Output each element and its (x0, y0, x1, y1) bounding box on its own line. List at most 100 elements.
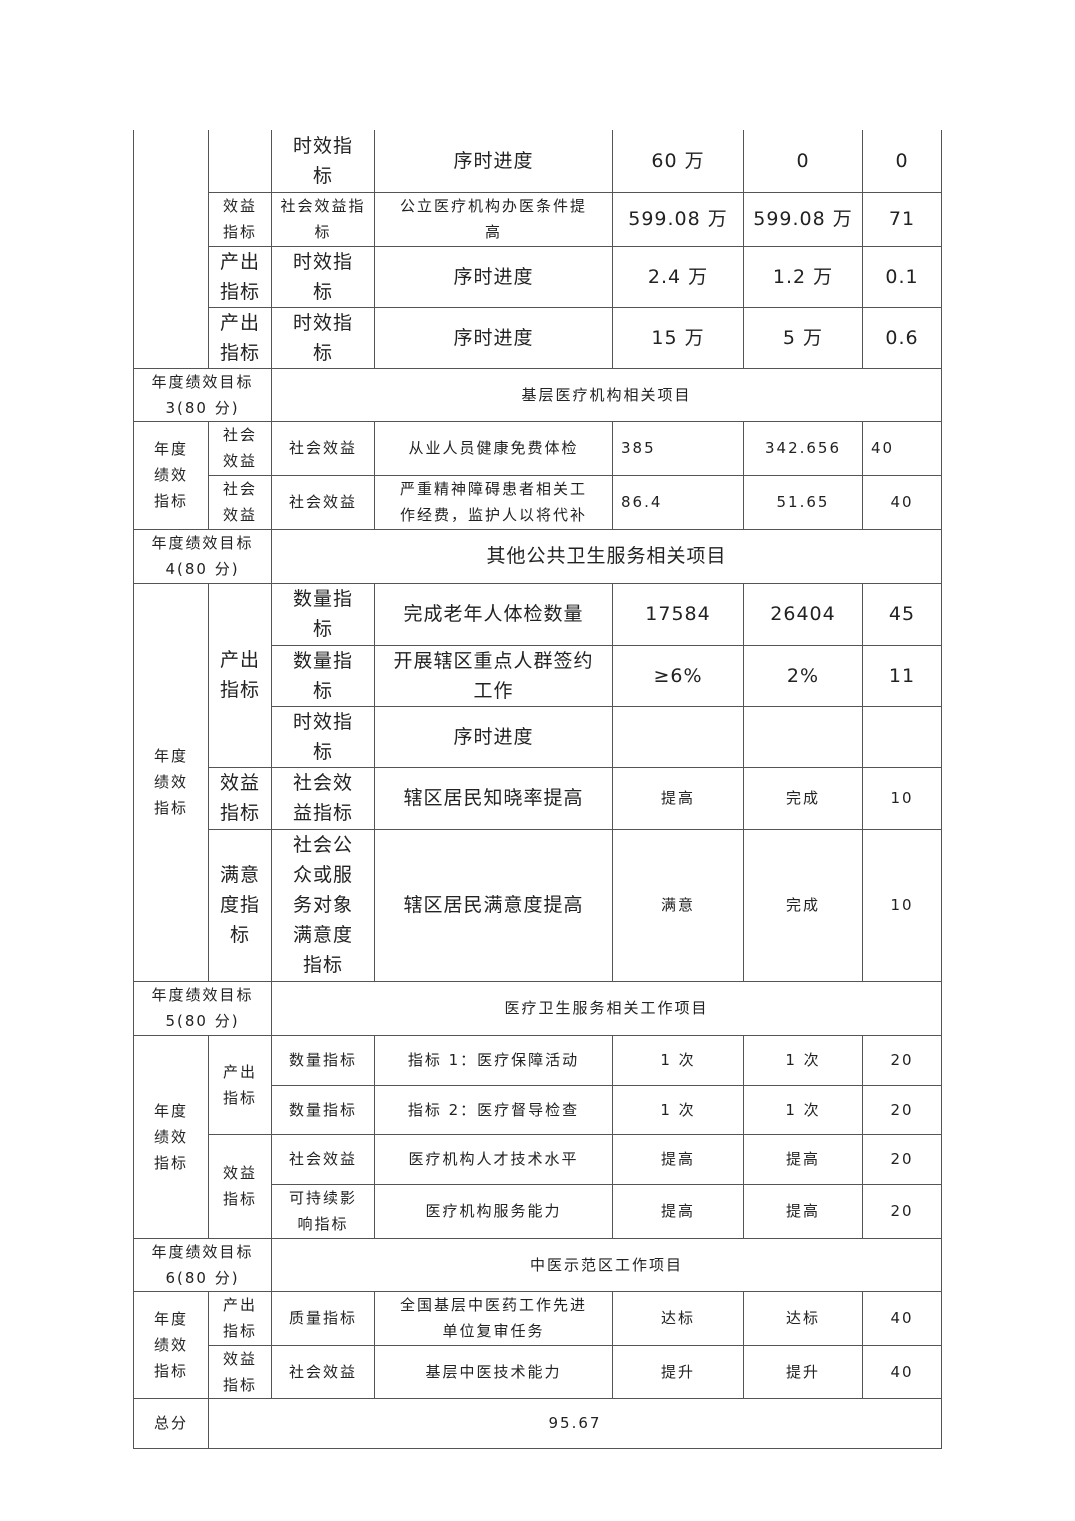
performance-table: 时效指 标序时进度 60 万 0 0 效益 指标 社会效益指 标公立医疗机构办医条件提 高… (133, 130, 942, 1449)
table-cell: 总分 (133, 1397, 209, 1449)
table-cell: 40 (862, 1344, 942, 1399)
table-cell: 开展辖区重点人群签约 工作 (374, 644, 613, 707)
table-cell: 完成 (743, 766, 863, 830)
table-cell: 1 次 (612, 1084, 744, 1135)
table-cell: 年度绩效目标 5(80 分) (133, 980, 272, 1036)
table-cell: 中医示范区工作项目 (271, 1237, 942, 1292)
table-cell: 20 (862, 1133, 942, 1185)
table-cell: 10 (862, 766, 942, 830)
table-cell: 342.656 (743, 420, 863, 476)
table-cell: 序时进度 (374, 705, 613, 768)
table-cell: 数量指 标 (271, 644, 375, 707)
table-cell: 公立医疗机构办医条件提 高 (374, 191, 613, 247)
table-cell: 2.4 万 (612, 245, 744, 308)
table-cell: 0 (862, 130, 942, 193)
table-cell: 效益 指标 (208, 1344, 272, 1399)
table-cell (743, 705, 863, 768)
table-row: 年度 绩效 指标 产出 指标 质量指标 全国基层中医药工作先进 单位复审任务 达标 达标 4… (133, 1290, 942, 1399)
table-cell: 效益 指标 (208, 1133, 272, 1239)
table-cell: 满意 度指 标 (208, 828, 272, 982)
table-cell: 数量指标 (271, 1034, 375, 1086)
table-cell: 年度 绩效 指标 (133, 582, 209, 982)
table-cell: 可持续影 响指标 (271, 1183, 375, 1239)
table-cell: 提高 (743, 1133, 863, 1185)
table-row: 满意 度指 标社会公 众或服 务对象 满意度 指标 辖区居民满意度提高 满意 完成 10 (134, 828, 942, 982)
table-cell (133, 130, 209, 369)
table-cell: 提高 (612, 766, 744, 830)
table-row: 年度 绩效 指标 社会 效益 社会效益 从业人员健康免费体检 385 342.656 40 (133, 420, 942, 530)
table-cell: 时效指 标 (271, 705, 375, 768)
table-cell: 产出 指标 (208, 245, 272, 308)
table-cell: 年度绩效目标 3(80 分) (133, 367, 272, 422)
table-cell (612, 705, 744, 768)
table-cell: 全国基层中医药工作先进 单位复审任务 (374, 1290, 613, 1346)
table-row: 年度绩效目标 5(80 分) 医疗卫生服务相关工作项目 (133, 980, 942, 1036)
table-cell: 2% (743, 644, 863, 707)
table-cell: 1 次 (743, 1034, 863, 1086)
table-cell: 社会效益 (271, 1344, 375, 1399)
table-cell: 达标 (743, 1290, 863, 1346)
table-cell: 年度 绩效 指标 (133, 1290, 209, 1399)
table-cell: 效益 指标 (208, 191, 272, 247)
table-cell: 提高 (743, 1183, 863, 1239)
table-cell: 599.08 万 (612, 191, 744, 247)
table-cell: 指标 1：医疗保障活动 (374, 1034, 613, 1086)
table-cell: 数量指标 (271, 1084, 375, 1135)
table-cell: 45 (862, 582, 942, 646)
table-cell: 提升 (743, 1344, 863, 1399)
table-cell: 5 万 (743, 306, 863, 369)
table-cell: 严重精神障碍患者相关工 作经费，监护人以将代补 (374, 474, 613, 530)
table-cell: 其他公共卫生服务相关项目 (271, 528, 942, 584)
table-cell: 385 (612, 420, 744, 476)
table-cell: 社会效益 (271, 1133, 375, 1185)
table-cell: 年度绩效目标 6(80 分) (133, 1237, 272, 1292)
table-cell: 1 次 (612, 1034, 744, 1086)
table-cell: 提升 (612, 1344, 744, 1399)
table-cell: 数量指 标 (271, 582, 375, 646)
table-row: 效益 指标 社会效 益指标 辖区居民知晓率提高 提高 完成 10 (134, 766, 942, 830)
table-cell: 提高 (612, 1133, 744, 1185)
table-row: 效益 指标 社会效益指 标公立医疗机构办医条件提 高 599.08 万 599.08 … (134, 191, 942, 247)
table-cell: 社会效益 (271, 420, 375, 476)
table-cell: 社会效益指 标 (271, 191, 375, 247)
table-cell: 医疗机构服务能力 (374, 1183, 613, 1239)
table-cell: 51.65 (743, 474, 863, 530)
table-cell: 1 次 (743, 1084, 863, 1135)
table-row: 效益 指标 社会效益 医疗机构人才技术水平 提高 提高 20 (134, 1133, 942, 1239)
table-cell: 26404 (743, 582, 863, 646)
table-cell: 40 (862, 1290, 942, 1346)
table-cell: 17584 (612, 582, 744, 646)
table-cell: 社会公 众或服 务对象 满意度 指标 (271, 828, 375, 982)
table-cell: ≥6% (612, 644, 744, 707)
table-cell: 11 (862, 644, 942, 707)
table-cell: 基层中医技术能力 (374, 1344, 613, 1399)
table-cell: 年度 绩效 指标 (133, 1034, 209, 1239)
table-cell: 599.08 万 (743, 191, 863, 247)
table-row: 产出 指标 时效指 标序时进度 2.4 万 1.2 万 0.1 (134, 245, 942, 308)
table-cell: 社会 效益 (208, 420, 272, 476)
table-cell: 时效指 标 (271, 130, 375, 193)
table-cell (208, 130, 272, 193)
table-cell: 1.2 万 (743, 245, 863, 308)
table-cell: 质量指标 (271, 1290, 375, 1346)
table-cell: 0.1 (862, 245, 942, 308)
table-row: 年度绩效目标 3(80 分) 基层医疗机构相关项目 (133, 367, 942, 422)
table-cell: 辖区居民满意度提高 (374, 828, 613, 982)
table-cell: 86.4 (612, 474, 744, 530)
table-cell: 20 (862, 1034, 942, 1086)
table-cell: 95.67 (208, 1397, 942, 1449)
table-cell: 序时进度 (374, 306, 613, 369)
table-cell: 0 (743, 130, 863, 193)
table-cell: 40 (862, 474, 942, 530)
table-cell: 满意 (612, 828, 744, 982)
table-cell: 指标 2：医疗督导检查 (374, 1084, 613, 1135)
table-cell: 产出 指标 (208, 1290, 272, 1346)
table-cell: 20 (862, 1084, 942, 1135)
table-cell: 完成 (743, 828, 863, 982)
table-row: 效益 指标 社会效益 基层中医技术能力 提升 提升 40 (134, 1344, 942, 1399)
table-cell: 社会效益 (271, 474, 375, 530)
table-cell: 10 (862, 828, 942, 982)
table-cell: 0.6 (862, 306, 942, 369)
table-row: 总分 95.67 (133, 1397, 942, 1449)
